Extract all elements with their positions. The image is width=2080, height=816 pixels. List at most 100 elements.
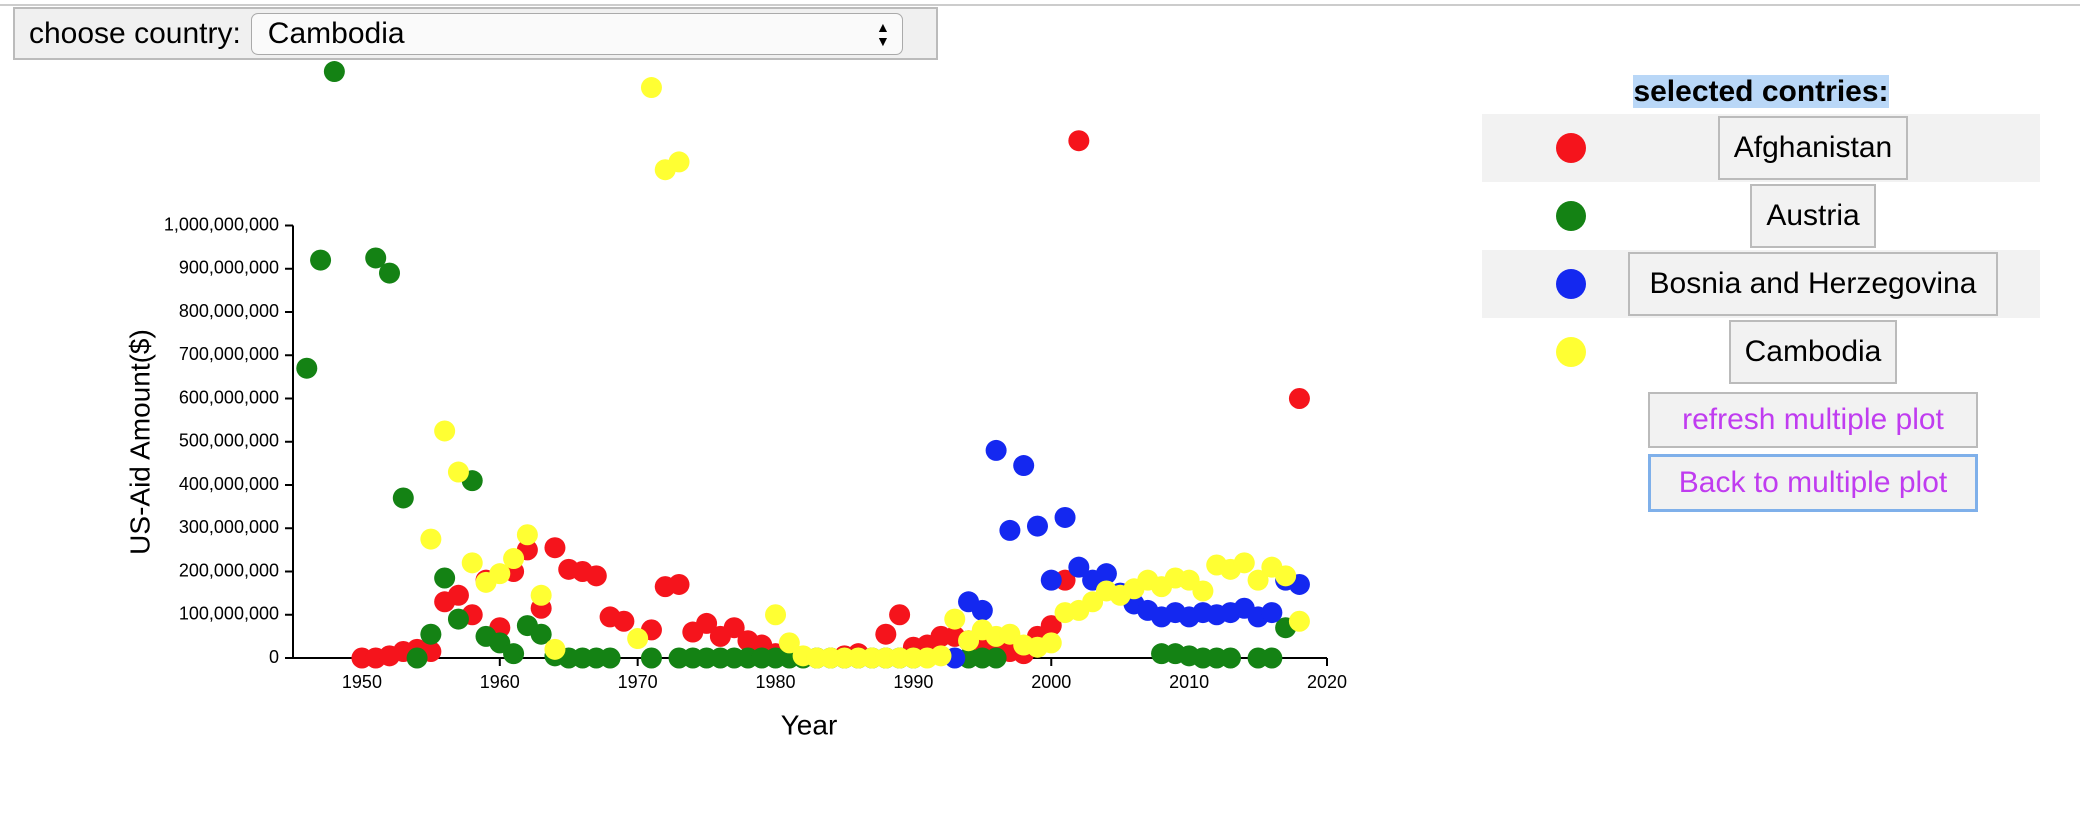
point bbox=[765, 604, 787, 626]
legend-cell: Cambodia bbox=[1586, 318, 2040, 386]
select-arrows: ▲ ▼ bbox=[875, 18, 890, 49]
refresh-button[interactable]: refresh multiple plot bbox=[1648, 392, 1978, 448]
y-tick-label: 700,000,000 bbox=[179, 344, 279, 364]
x-tick-label: 1980 bbox=[756, 672, 796, 692]
y-tick-label: 0 bbox=[269, 647, 279, 667]
point bbox=[1288, 388, 1310, 409]
x-axis-label: Year bbox=[781, 709, 838, 740]
legend: Afghanistan Austria Bosnia and Herzegovina… bbox=[1482, 114, 2040, 386]
legend-button[interactable]: Cambodia bbox=[1728, 320, 1898, 384]
point bbox=[778, 632, 800, 654]
actions: Back to multiple plot bbox=[1586, 448, 2040, 512]
panel-title: selected contries: bbox=[1482, 70, 2040, 114]
legend-cell: Bosnia and Herzegovina bbox=[1586, 250, 2040, 318]
point bbox=[1219, 647, 1241, 669]
legend-row: Cambodia bbox=[1482, 318, 2040, 386]
point bbox=[392, 487, 414, 509]
legend-button[interactable]: Afghanistan bbox=[1717, 116, 1909, 180]
point bbox=[1261, 647, 1283, 669]
legend-row: Afghanistan bbox=[1482, 114, 2040, 182]
point bbox=[723, 617, 745, 639]
x-tick-label: 1950 bbox=[342, 672, 382, 692]
point bbox=[296, 357, 318, 379]
point bbox=[944, 608, 966, 630]
point bbox=[447, 584, 469, 606]
panel-title-text: selected contries: bbox=[1633, 75, 1889, 108]
point bbox=[420, 623, 442, 645]
point bbox=[434, 567, 456, 589]
point bbox=[379, 262, 401, 284]
point bbox=[985, 439, 1007, 461]
select-box[interactable]: Cambodia ▲ ▼ bbox=[250, 12, 903, 55]
select-label: choose country: bbox=[29, 16, 241, 50]
point bbox=[461, 552, 483, 574]
y-tick-label: 900,000,000 bbox=[179, 258, 279, 278]
point bbox=[668, 573, 690, 595]
legend-row: Austria bbox=[1482, 182, 2040, 250]
point bbox=[1233, 552, 1255, 574]
point bbox=[1026, 515, 1048, 537]
point bbox=[1068, 556, 1090, 578]
point bbox=[323, 61, 345, 83]
point bbox=[999, 519, 1021, 541]
point bbox=[696, 612, 718, 634]
point bbox=[627, 628, 649, 650]
legend-panel: selected contries: Afghanistan Austria Bos… bbox=[1482, 70, 2040, 512]
x-tick-label: 1990 bbox=[893, 672, 933, 692]
legend-cell: Afghanistan bbox=[1586, 114, 2040, 182]
y-tick-label: 100,000,000 bbox=[179, 604, 279, 624]
y-tick-label: 1,000,000,000 bbox=[164, 214, 279, 234]
x-tick-label: 1960 bbox=[480, 672, 520, 692]
point bbox=[447, 461, 469, 483]
point bbox=[1054, 506, 1076, 528]
y-tick-label: 300,000,000 bbox=[179, 517, 279, 537]
x-tick-label: 2000 bbox=[1031, 672, 1071, 692]
point bbox=[544, 638, 566, 660]
point bbox=[530, 584, 552, 606]
back-button[interactable]: Back to multiple plot bbox=[1648, 454, 1978, 512]
y-tick-label: 500,000,000 bbox=[179, 431, 279, 451]
y-tick-label: 400,000,000 bbox=[179, 474, 279, 494]
legend-row: Bosnia and Herzegovina bbox=[1482, 250, 2040, 318]
point bbox=[365, 247, 387, 269]
select-value: Cambodia bbox=[267, 16, 405, 50]
legend-dot bbox=[1556, 337, 1586, 367]
point bbox=[1247, 569, 1269, 591]
point bbox=[406, 647, 428, 669]
point bbox=[516, 524, 538, 546]
point bbox=[889, 604, 911, 626]
legend-cell: Austria bbox=[1586, 182, 2040, 250]
y-tick-label: 200,000,000 bbox=[179, 560, 279, 580]
point bbox=[1275, 565, 1297, 587]
actions: refresh multiple plot bbox=[1586, 386, 2040, 448]
point bbox=[985, 647, 1007, 669]
x-tick-label: 2020 bbox=[1307, 672, 1347, 692]
point bbox=[668, 151, 690, 173]
country-select[interactable]: choose country: Cambodia ▲ ▼ bbox=[13, 7, 938, 60]
point bbox=[1068, 130, 1090, 152]
point bbox=[640, 77, 662, 99]
legend-dot bbox=[1556, 133, 1586, 163]
point bbox=[530, 623, 552, 645]
point bbox=[613, 610, 635, 632]
point bbox=[1095, 563, 1117, 585]
legend-dot bbox=[1556, 201, 1586, 231]
point bbox=[1040, 569, 1062, 591]
point bbox=[503, 548, 525, 570]
point bbox=[1261, 602, 1283, 624]
point bbox=[489, 563, 511, 585]
point bbox=[1192, 580, 1214, 602]
legend-button[interactable]: Austria bbox=[1750, 184, 1876, 248]
point bbox=[447, 608, 469, 630]
point bbox=[1288, 610, 1310, 632]
legend-button[interactable]: Bosnia and Herzegovina bbox=[1628, 252, 1998, 316]
point bbox=[1040, 615, 1062, 637]
point bbox=[599, 647, 621, 669]
y-axis-label: US-Aid Amount($) bbox=[124, 329, 155, 555]
point bbox=[1013, 455, 1035, 477]
point bbox=[420, 528, 442, 550]
y-tick-label: 600,000,000 bbox=[179, 387, 279, 407]
point bbox=[544, 537, 566, 559]
